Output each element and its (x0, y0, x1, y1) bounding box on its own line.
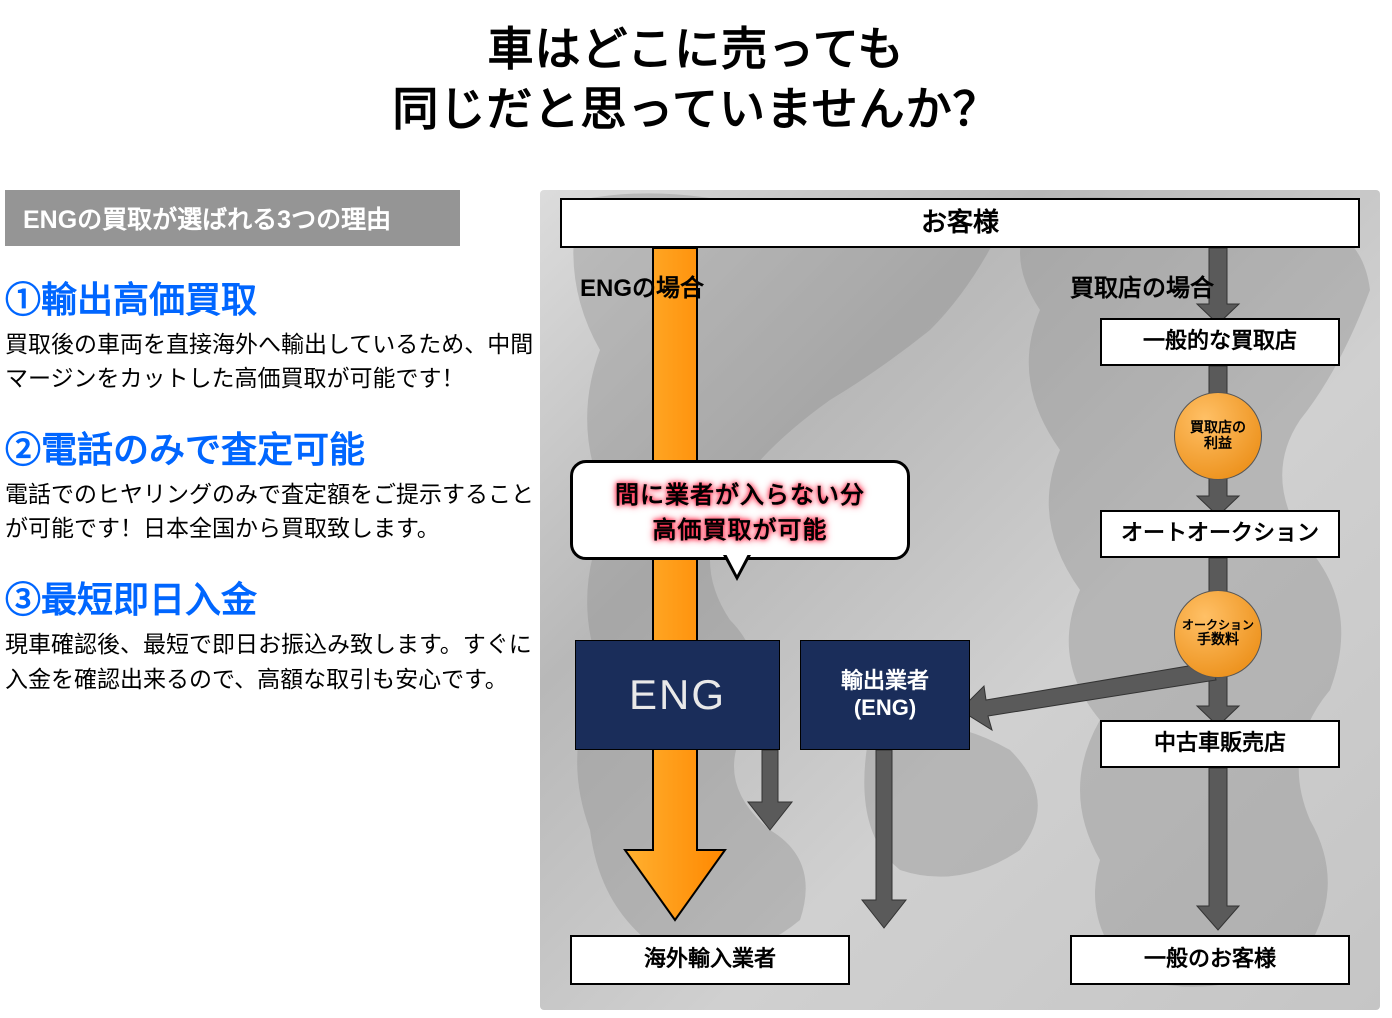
reason-1: ①輸出高価買取 買取後の車両を直接海外へ輸出しているため、中間マージンをカットし… (5, 278, 540, 396)
diagram-panel: お客様 ENGの場合 買取店の場合 一般的な買取店 オートオークション 中古車販… (540, 190, 1380, 1010)
exporter-l2: (ENG) (854, 695, 916, 721)
badge1-l2: 利益 (1204, 436, 1232, 451)
arrows-layer (540, 190, 1380, 1010)
exporter-l1: 輸出業者 (841, 668, 929, 694)
reason-1-title: ①輸出高価買取 (5, 278, 540, 321)
reason-2-body: 電話でのヒヤリングのみで査定額をご提示することが可能です！日本全国から買取致しま… (5, 477, 540, 546)
badge1-l1: 買取店の (1190, 420, 1246, 435)
reason-1-body: 買取後の車両を直接海外へ輸出しているため、中間マージンをカットした高価買取が可能… (5, 327, 540, 396)
customer-box: お客様 (560, 198, 1360, 248)
general-customer-box: 一般のお客様 (1070, 935, 1350, 985)
orange-arrow-icon (625, 248, 725, 920)
callout-l1: 間に業者が入らない分 (615, 475, 865, 510)
exporter-block: 輸出業者 (ENG) (800, 640, 970, 750)
reason-3-title: ③最短即日入金 (5, 578, 540, 621)
main-title: 車はどこに売っても 同じだと思っていませんか？ (0, 0, 1392, 140)
title-line2: 同じだと思っていませんか？ (0, 80, 1392, 140)
callout-l2: 高価買取が可能 (653, 510, 828, 545)
reason-2-title: ②電話のみで査定可能 (5, 428, 540, 471)
reason-2: ②電話のみで査定可能 電話でのヒヤリングのみで査定額をご提示することが可能です！… (5, 428, 540, 546)
callout-bubble: 間に業者が入らない分 高価買取が可能 (570, 460, 910, 560)
content-row: ENGの買取が選ばれる3つの理由 ①輸出高価買取 買取後の車両を直接海外へ輸出し… (0, 190, 1392, 1010)
dealer-case-label: 買取店の場合 (1070, 268, 1214, 303)
title-line1: 車はどこに売っても (0, 20, 1392, 80)
auto-auction-box: オートオークション (1100, 510, 1340, 558)
reason-3-body: 現車確認後、最短で即日お振込み致します。すぐに入金を確認出来るので、高額な取引も… (5, 627, 540, 696)
eng-logo-block: ENG (575, 640, 780, 750)
auction-fee-badge: オークション 手数料 (1174, 590, 1262, 678)
left-column: ENGの買取が選ばれる3つの理由 ①輸出高価買取 買取後の車両を直接海外へ輸出し… (0, 190, 540, 1010)
callout-tail-inner-icon (726, 554, 748, 575)
reason-3: ③最短即日入金 現車確認後、最短で即日お振込み致します。すぐに入金を確認出来るの… (5, 578, 540, 696)
eng-case-label: ENGの場合 (580, 268, 704, 303)
dealer-profit-badge: 買取店の 利益 (1174, 392, 1262, 480)
general-dealer-box: 一般的な買取店 (1100, 318, 1340, 366)
usedcar-dealer-box: 中古車販売店 (1100, 720, 1340, 768)
overseas-importer-box: 海外輸入業者 (570, 935, 850, 985)
subtitle-bar: ENGの買取が選ばれる3つの理由 (5, 190, 460, 246)
badge2-l2: 手数料 (1197, 632, 1239, 647)
